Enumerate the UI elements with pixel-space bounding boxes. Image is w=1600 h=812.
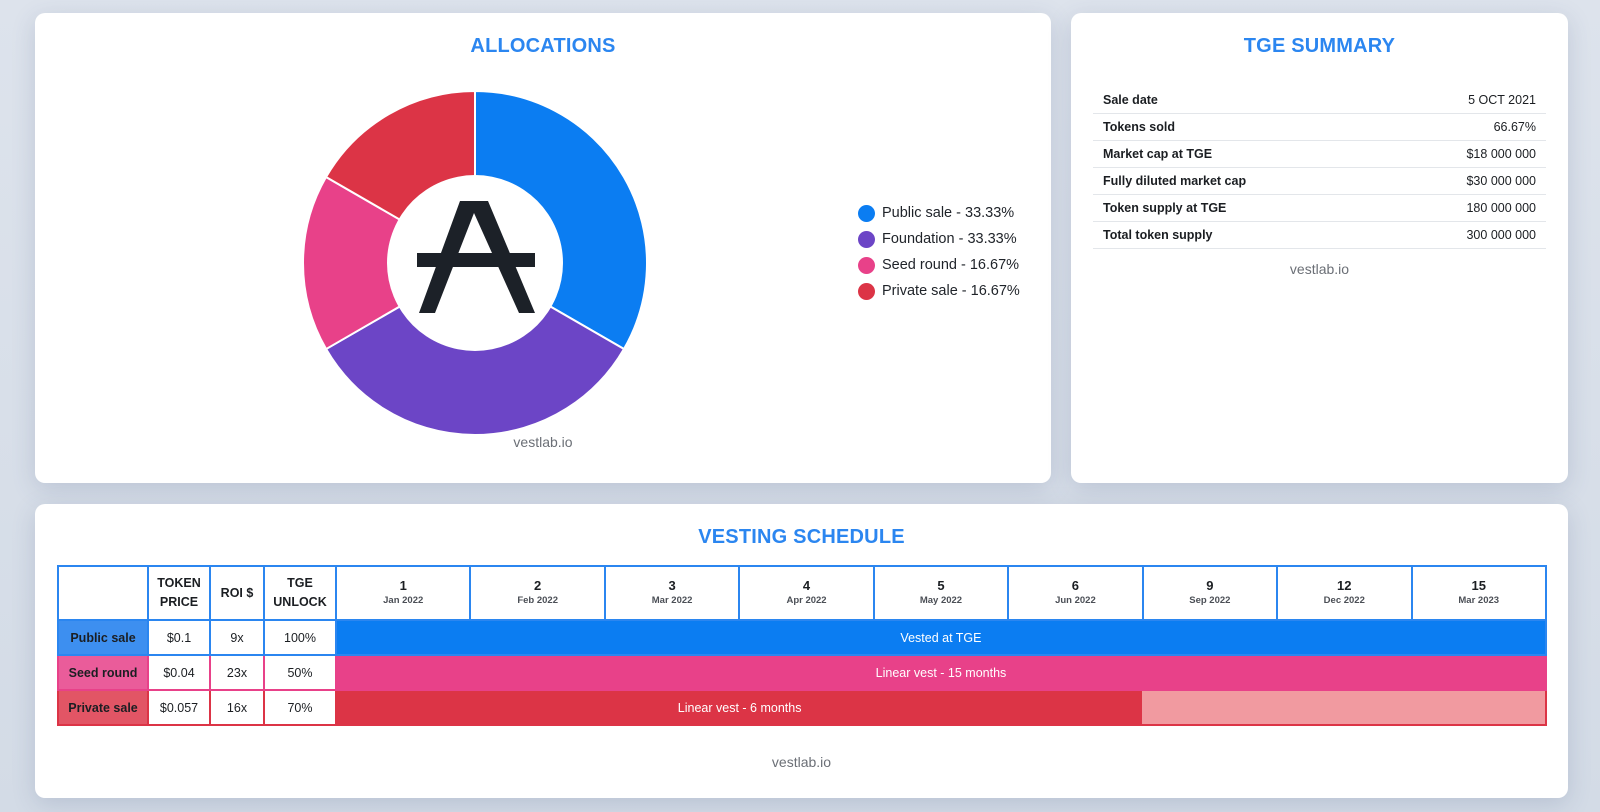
vesting-schedule-card: VESTING SCHEDULE TOKEN PRICE ROI $ TGE UNL… — [35, 504, 1568, 798]
month-date: Mar 2022 — [651, 595, 693, 606]
row-price: $0.04 — [147, 654, 211, 691]
header-roi: ROI $ — [209, 565, 265, 621]
row-unlock: 100% — [263, 619, 337, 656]
row-unlock: 50% — [263, 654, 337, 691]
tge-summary-table: Sale date 5 OCT 2021 Tokens sold 66.67% Mark… — [1093, 87, 1546, 249]
legend-label: Seed round - 16.67% — [882, 257, 1020, 273]
vesting-watermark: vestlab.io — [771, 754, 832, 770]
vesting-row-seed-round: Seed round $0.04 23x 50% Linear vest - 15 mo… — [57, 654, 1547, 691]
tge-row-value: 180 000 000 — [1466, 201, 1536, 215]
vesting-bar-remainder — [1142, 691, 1545, 724]
row-unlock: 70% — [263, 689, 337, 726]
header-blank — [57, 565, 149, 621]
month-date: Jan 2022 — [383, 595, 424, 606]
header-month: 6 Jun 2022 — [1007, 565, 1144, 621]
month-date: Apr 2022 — [786, 595, 827, 606]
month-date: Sep 2022 — [1189, 595, 1231, 606]
vesting-grid: TOKEN PRICE ROI $ TGE UNLOCK 1 Jan 2022 2 Feb … — [57, 565, 1547, 726]
month-number: 3 — [668, 578, 676, 593]
tge-row-label: Total token supply — [1103, 228, 1213, 242]
header-month: 4 Apr 2022 — [738, 565, 875, 621]
row-price: $0.057 — [147, 689, 211, 726]
legend-label: Foundation - 33.33% — [882, 231, 1017, 247]
header-month: 5 May 2022 — [872, 565, 1010, 621]
tge-summary-card: TGE SUMMARY Sale date 5 OCT 2021 Tokens so… — [1071, 13, 1568, 483]
header-month: 9 Sep 2022 — [1141, 565, 1279, 621]
vesting-bar[interactable]: Vested at TGE — [337, 621, 1545, 654]
allocations-legend: Public sale - 33.33% Foundation - 33.33% S… — [858, 200, 1020, 304]
month-date: May 2022 — [919, 595, 963, 606]
row-name: Private sale — [57, 689, 149, 726]
header-token-price: TOKEN PRICE — [147, 565, 211, 621]
row-roi: 9x — [209, 619, 265, 656]
month-number: 15 — [1471, 578, 1486, 593]
legend-dot — [858, 204, 875, 222]
header-month: 15 Mar 2023 — [1410, 565, 1547, 621]
month-number: 9 — [1206, 578, 1214, 593]
month-number: 2 — [534, 578, 542, 593]
header-month: 3 Mar 2022 — [603, 565, 741, 621]
row-price: $0.1 — [147, 619, 211, 656]
legend-item-public-sale[interactable]: Public sale - 33.33% — [858, 200, 1020, 226]
legend-label: Private sale - 16.67% — [882, 283, 1020, 299]
tge-row: Token supply at TGE 180 000 000 — [1093, 195, 1546, 222]
month-date: Jun 2022 — [1055, 595, 1096, 606]
aleph-zero-logo-icon — [417, 201, 535, 313]
tge-row: Market cap at TGE $18 000 000 — [1093, 141, 1546, 168]
vesting-bar[interactable]: Linear vest - 15 months — [337, 656, 1545, 689]
allocations-watermark: vestlab.io — [513, 434, 573, 450]
tge-watermark: vestlab.io — [1289, 261, 1350, 277]
tge-row-value: 300 000 000 — [1466, 228, 1536, 242]
tge-row-value: $18 000 000 — [1466, 147, 1536, 161]
legend-dot — [858, 282, 875, 300]
vesting-bar[interactable]: Linear vest - 6 months — [337, 691, 1143, 724]
tge-row-value: 5 OCT 2021 — [1468, 93, 1536, 107]
legend-label: Public sale - 33.33% — [882, 205, 1015, 221]
legend-dot — [858, 256, 875, 274]
tge-row: Tokens sold 66.67% — [1093, 114, 1546, 141]
header-month: 12 Dec 2022 — [1276, 565, 1413, 621]
tge-row-label: Sale date — [1103, 93, 1158, 107]
vesting-title: VESTING SCHEDULE — [698, 526, 905, 548]
month-date: Dec 2022 — [1323, 595, 1365, 606]
legend-item-private-sale[interactable]: Private sale - 16.67% — [858, 278, 1020, 304]
month-number: 1 — [399, 578, 407, 593]
row-roi: 16x — [209, 689, 265, 726]
tge-row-value: $30 000 000 — [1466, 174, 1536, 188]
tge-row-value: 66.67% — [1493, 120, 1536, 134]
tge-row-label: Token supply at TGE — [1103, 201, 1227, 215]
vesting-bar-cell: Linear vest - 15 months — [335, 654, 1547, 691]
month-date: Feb 2022 — [517, 595, 558, 606]
allocations-donut-chart — [302, 89, 648, 436]
vesting-bar-cell: Vested at TGE — [335, 619, 1547, 656]
month-number: 6 — [1071, 578, 1080, 593]
legend-item-seed-round[interactable]: Seed round - 16.67% — [858, 252, 1020, 278]
legend-item-foundation[interactable]: Foundation - 33.33% — [858, 226, 1020, 252]
vesting-bar-cell: Linear vest - 6 months — [335, 689, 1547, 726]
vesting-row-public-sale: Public sale $0.1 9x 100% Vested at TGE — [57, 619, 1547, 656]
row-name: Public sale — [57, 619, 149, 656]
tge-summary-title: TGE SUMMARY — [1243, 35, 1396, 57]
header-month: 2 Feb 2022 — [469, 565, 606, 621]
row-name: Seed round — [57, 654, 149, 691]
month-date: Mar 2023 — [1458, 595, 1500, 606]
allocations-title: ALLOCATIONS — [470, 35, 616, 57]
tge-row: Sale date 5 OCT 2021 — [1093, 87, 1546, 114]
header-month: 1 Jan 2022 — [334, 565, 472, 621]
row-roi: 23x — [209, 654, 265, 691]
tge-row-label: Fully diluted market cap — [1103, 174, 1247, 188]
month-number: 12 — [1337, 578, 1352, 593]
month-number: 5 — [937, 578, 945, 593]
tge-row: Fully diluted market cap $30 000 000 — [1093, 168, 1546, 195]
month-number: 4 — [802, 578, 811, 593]
allocations-card: ALLOCATIONS Public sale - 33.33% Foundati… — [35, 13, 1051, 483]
vesting-row-private-sale: Private sale $0.057 16x 70% Linear vest - 6 … — [57, 689, 1547, 726]
tge-row: Total token supply 300 000 000 — [1093, 222, 1546, 249]
header-tge-unlock: TGE UNLOCK — [263, 565, 337, 621]
tge-row-label: Market cap at TGE — [1103, 147, 1213, 161]
legend-dot — [858, 230, 875, 248]
tge-row-label: Tokens sold — [1103, 120, 1176, 134]
